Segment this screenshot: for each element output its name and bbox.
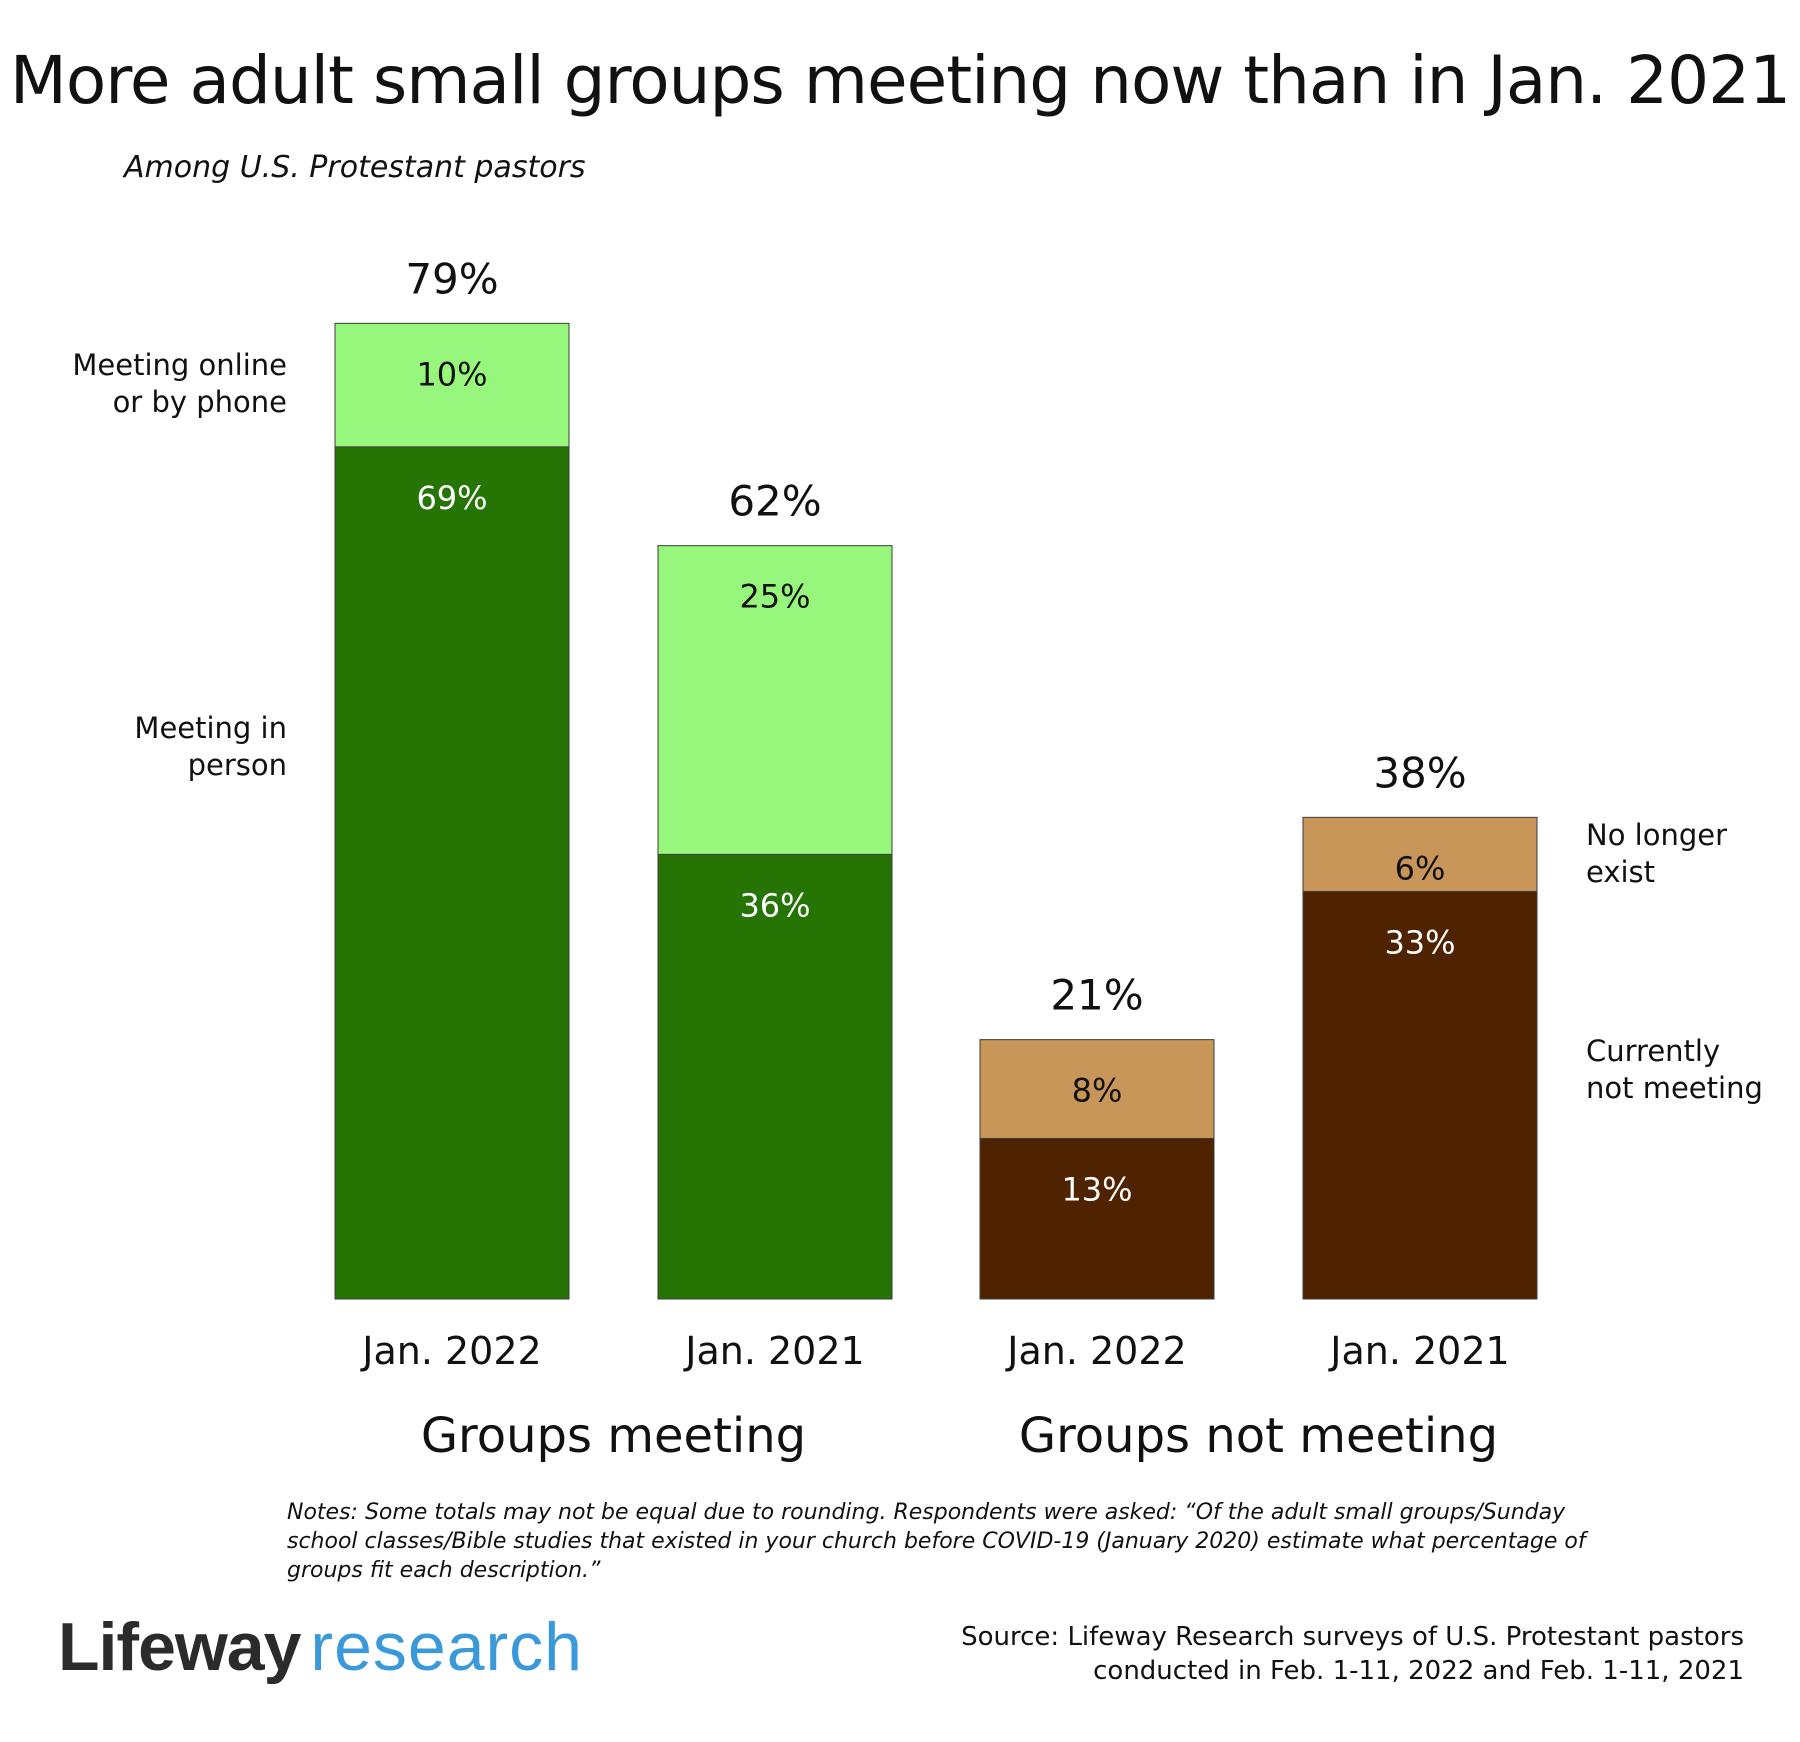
bar-segment (657, 853, 893, 1300)
group-label: Groups meeting (421, 1408, 806, 1464)
x-tick-label: Jan. 2022 (1005, 1329, 1186, 1373)
source-note: Source: Lifeway Research surveys of U.S.… (944, 1620, 1744, 1688)
series-label: Meeting online (72, 348, 287, 382)
series-label: person (188, 748, 287, 782)
bar-segment (979, 1137, 1215, 1300)
bar-segment (1302, 890, 1538, 1300)
series-label: No longer (1586, 818, 1727, 852)
bar-segment (1302, 816, 1538, 892)
group-label: Groups not meeting (1019, 1408, 1498, 1464)
logo-word-lifeway: Lifeway (58, 1609, 301, 1685)
series-label: exist (1586, 855, 1655, 889)
series-label: Meeting in (134, 711, 287, 745)
bar-total-label: 62% (728, 477, 821, 526)
logo-word-research: research (310, 1609, 583, 1685)
bar-segment (334, 322, 570, 448)
segment-label: 69% (416, 479, 487, 517)
series-label: or by phone (113, 385, 287, 419)
segment-label: 25% (739, 578, 810, 616)
bar-total-label: 38% (1373, 748, 1466, 797)
bar-segment (657, 545, 893, 855)
chart-notes: Notes: Some totals may not be equal due … (287, 1500, 1586, 1583)
x-tick-label: Jan. 2022 (360, 1329, 541, 1373)
chart-title: More adult small groups meeting now than… (9, 42, 1791, 119)
segment-label: 33% (1384, 923, 1455, 961)
x-tick-label: Jan. 2021 (683, 1329, 864, 1373)
segment-label: 36% (739, 886, 810, 924)
bar-segment (979, 1039, 1215, 1139)
bar-total-label: 79% (405, 254, 498, 303)
lifeway-research-logo: Lifeway research (58, 1608, 583, 1687)
stacked-bar-chart: 69% 10% 79% Jan. 2022 36% 25% 62% Jan. 2021 13% 8… (72, 254, 1763, 1464)
source-line-2: conducted in Feb. 1-11, 2022 and Feb. 1-… (1093, 1656, 1744, 1686)
segment-label: 10% (416, 355, 487, 393)
segment-label: 8% (1072, 1072, 1123, 1110)
series-label: Currently (1586, 1034, 1720, 1068)
segment-label: 6% (1395, 849, 1446, 887)
chart-subtitle: Among U.S. Protestant pastors (124, 150, 586, 185)
bar-total-label: 21% (1050, 971, 1143, 1020)
segment-label: 13% (1061, 1170, 1132, 1208)
series-label: not meeting (1586, 1071, 1763, 1105)
x-tick-label: Jan. 2021 (1328, 1329, 1509, 1373)
source-line-1: Source: Lifeway Research surveys of U.S.… (961, 1622, 1744, 1652)
bar-segment (334, 446, 570, 1300)
